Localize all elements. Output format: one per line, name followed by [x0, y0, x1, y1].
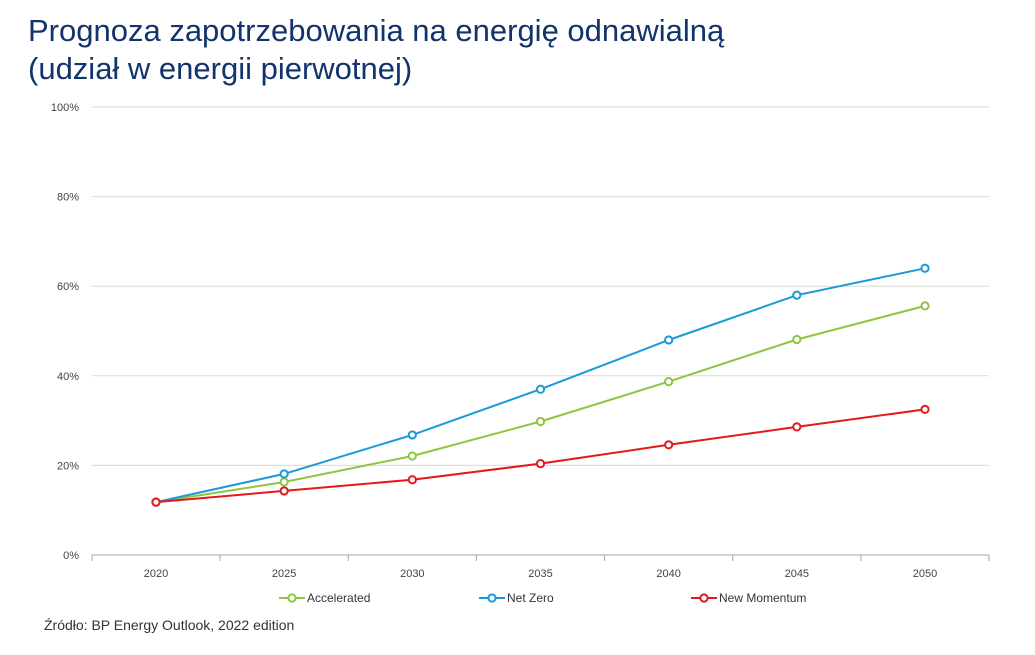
- data-point-net-zero: [664, 335, 674, 345]
- y-tick-label: 60%: [57, 281, 79, 293]
- data-point-new-momentum: [279, 486, 289, 496]
- chart-title-line-2: (udział w energii pierwotnej): [28, 51, 413, 86]
- data-point-new-momentum: [920, 404, 930, 414]
- x-tick-label: 2030: [400, 568, 424, 580]
- data-point-accelerated: [279, 477, 289, 487]
- data-point-new-momentum: [535, 459, 546, 469]
- series-line-accelerated: [155, 304, 926, 504]
- data-point-new-momentum: [792, 422, 802, 432]
- x-tick-label: 2035: [528, 568, 552, 580]
- data-point-new-momentum: [151, 497, 161, 507]
- legend-label-net-zero: Net Zero: [507, 591, 554, 605]
- legend-label-accelerated: Accelerated: [307, 591, 370, 605]
- data-point-net-zero: [920, 263, 930, 273]
- legend-marker-new-momentum: [699, 593, 709, 603]
- legend-marker-accelerated: [287, 593, 297, 603]
- x-tick-label: 2020: [144, 568, 168, 580]
- y-tick-label: 40%: [57, 371, 79, 383]
- data-point-accelerated: [407, 451, 417, 461]
- data-point-net-zero: [535, 384, 546, 394]
- data-point-accelerated: [792, 334, 802, 345]
- y-tick-label: 100%: [51, 102, 79, 114]
- data-point-accelerated: [664, 377, 674, 387]
- legend-marker-net-zero: [487, 593, 497, 603]
- chart-title: Prognoza zapotrzebowania na energię odna…: [28, 12, 724, 88]
- y-tick-label: 0%: [63, 550, 79, 562]
- chart-title-line-1: Prognoza zapotrzebowania na energię odna…: [28, 13, 725, 48]
- data-point-accelerated: [535, 416, 546, 427]
- data-point-accelerated: [920, 301, 930, 311]
- x-tick-label: 2040: [656, 568, 680, 580]
- legend-label-new-momentum: New Momentum: [719, 591, 806, 605]
- source-note: Źródło: BP Energy Outlook, 2022 edition: [44, 617, 295, 633]
- x-tick-label: 2050: [913, 568, 937, 580]
- data-point-new-momentum: [407, 475, 417, 485]
- x-tick-label: 2025: [272, 568, 296, 580]
- x-tick-label: 2045: [785, 568, 809, 580]
- y-tick-label: 80%: [57, 192, 79, 204]
- data-point-net-zero: [407, 430, 417, 440]
- data-point-net-zero: [279, 469, 289, 479]
- data-point-net-zero: [792, 290, 802, 300]
- y-tick-label: 20%: [57, 460, 79, 472]
- data-point-new-momentum: [664, 440, 674, 450]
